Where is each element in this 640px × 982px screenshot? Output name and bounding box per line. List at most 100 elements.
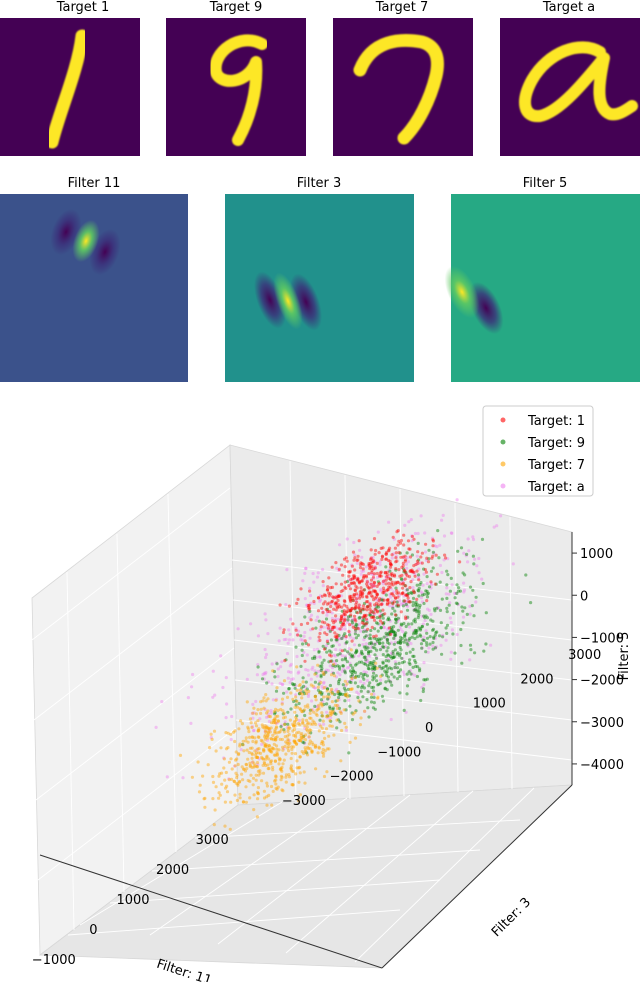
point-target-a	[366, 645, 370, 649]
point-target-a	[388, 593, 392, 597]
point-target-a	[368, 602, 373, 606]
point-target-9	[413, 617, 417, 621]
point-target-7	[275, 731, 279, 735]
point-target-9	[361, 608, 365, 612]
point-target-1	[372, 598, 376, 602]
point-target-1	[404, 593, 408, 597]
point-target-a	[405, 566, 409, 570]
point-target-9	[358, 608, 362, 613]
point-target-1	[368, 566, 372, 571]
point-target-a	[382, 578, 387, 583]
point-target-7	[227, 760, 231, 764]
axis-ticks: −10000100020003000−3000−2000−10000100020…	[32, 547, 624, 968]
point-target-a	[346, 651, 351, 655]
point-target-9	[399, 639, 403, 643]
point-target-9	[455, 602, 459, 606]
point-target-1	[348, 608, 352, 613]
point-target-9	[394, 617, 398, 621]
point-target-a	[306, 603, 310, 607]
point-target-a	[322, 681, 326, 685]
point-target-9	[402, 640, 406, 644]
point-target-7	[298, 755, 302, 759]
point-target-1	[358, 592, 362, 596]
point-target-9	[367, 650, 371, 654]
point-target-9	[405, 684, 410, 688]
point-target-7	[203, 796, 207, 800]
point-target-1	[385, 602, 389, 607]
point-target-1	[295, 601, 299, 606]
point-target-9	[425, 622, 429, 626]
point-target-7	[236, 782, 240, 786]
point-target-7	[325, 695, 329, 699]
point-target-a	[372, 583, 376, 587]
point-target-1	[394, 567, 398, 571]
point-target-9	[334, 699, 338, 703]
point-target-1	[375, 584, 379, 589]
target-panel-a: Target a	[500, 0, 640, 156]
point-target-1	[349, 608, 353, 612]
point-target-9	[415, 603, 420, 607]
point-target-7	[286, 729, 290, 734]
point-target-9	[391, 655, 395, 660]
point-target-9	[377, 637, 381, 641]
point-target-7	[232, 779, 236, 783]
point-target-a	[347, 665, 351, 669]
point-target-9	[471, 588, 475, 592]
point-target-7	[260, 723, 264, 727]
point-target-1	[425, 556, 429, 560]
point-target-1	[425, 599, 429, 603]
point-target-9	[371, 678, 375, 682]
point-target-a	[425, 581, 429, 586]
point-target-1	[342, 612, 346, 617]
point-target-7	[197, 790, 202, 794]
point-target-a	[334, 648, 338, 652]
point-target-7	[246, 727, 250, 731]
point-target-9	[368, 613, 372, 617]
point-target-7	[255, 765, 259, 769]
point-target-a	[406, 644, 410, 648]
point-target-a	[181, 776, 185, 780]
point-target-7	[295, 742, 299, 746]
point-target-9	[293, 682, 297, 687]
point-target-7	[298, 739, 303, 743]
point-target-1	[299, 622, 303, 627]
point-target-9	[354, 636, 358, 640]
point-target-7	[276, 708, 280, 713]
point-target-9	[381, 645, 385, 649]
point-target-1	[334, 595, 338, 599]
point-target-7	[317, 703, 321, 708]
point-target-9	[319, 698, 324, 702]
point-target-a	[303, 630, 307, 635]
point-target-1	[394, 582, 398, 586]
point-target-7	[274, 714, 278, 719]
point-target-9	[409, 672, 413, 676]
point-target-1	[317, 635, 321, 639]
point-target-a	[406, 599, 410, 603]
point-target-9	[406, 643, 410, 647]
point-target-9	[327, 649, 332, 653]
point-target-7	[248, 717, 253, 721]
point-target-a	[309, 628, 313, 632]
point-target-1	[335, 601, 339, 605]
point-target-9	[425, 592, 429, 596]
point-target-a	[315, 575, 320, 579]
point-target-1	[339, 617, 343, 621]
point-target-9	[370, 667, 374, 671]
point-target-7	[273, 759, 277, 763]
x-tick-label: 2000	[156, 863, 189, 878]
point-target-1	[325, 602, 329, 606]
point-target-7	[350, 687, 354, 691]
point-target-9	[404, 631, 408, 635]
point-target-9	[349, 663, 353, 667]
point-target-9	[391, 630, 395, 634]
point-target-1	[360, 561, 364, 566]
point-target-7	[298, 793, 302, 797]
point-target-7	[211, 797, 215, 801]
point-target-a	[285, 652, 290, 656]
point-target-7	[251, 711, 255, 715]
legend-label: Target: 9	[527, 436, 585, 451]
point-target-7	[293, 752, 298, 756]
point-target-7	[262, 749, 266, 753]
point-target-1	[386, 588, 390, 592]
point-target-9	[405, 692, 409, 696]
